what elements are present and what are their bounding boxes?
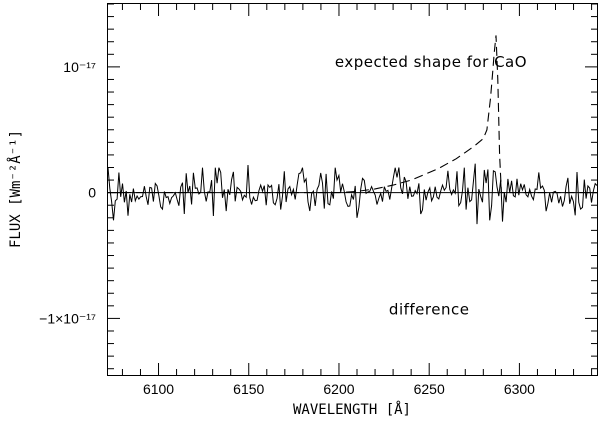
annotation-difference: difference: [389, 301, 470, 319]
x-axis-label: WAVELENGTH [Å]: [293, 401, 411, 418]
y-tick-label: −1×10⁻¹⁷: [39, 310, 96, 326]
x-tick-label: 6200: [323, 381, 354, 397]
y-tick-label: 0: [88, 185, 96, 201]
annotation-expected-shape: expected shape for CaO: [335, 53, 527, 71]
y-axis-label: FLUX [Wm⁻²Å⁻¹]: [7, 130, 24, 248]
y-tick-label: 10⁻¹⁷: [63, 59, 96, 75]
plot-frame: [107, 3, 598, 376]
x-tick-labels: 6100 6150 6200 6250 6300: [143, 381, 535, 397]
x-tick-label: 6300: [504, 381, 535, 397]
axis-ticks: [108, 3, 597, 375]
difference-series-line: [107, 163, 598, 225]
x-tick-label: 6150: [233, 381, 264, 397]
x-tick-label: 6100: [143, 381, 174, 397]
y-tick-labels: −1×10⁻¹⁷ 0 10⁻¹⁷: [39, 59, 96, 327]
x-tick-label: 6250: [414, 381, 445, 397]
cao-expected-shape-line: [108, 35, 597, 194]
